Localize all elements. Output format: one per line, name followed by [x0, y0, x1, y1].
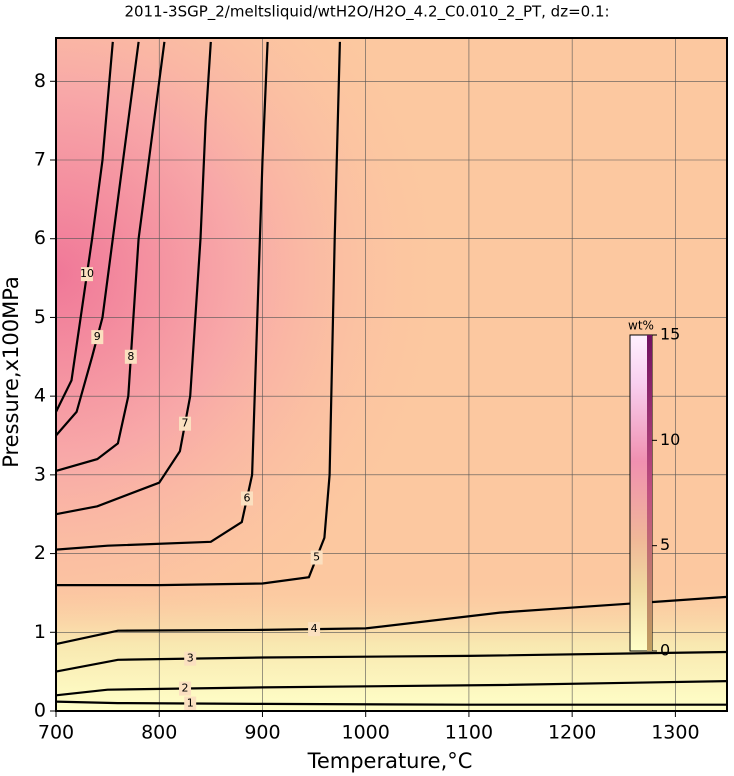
x-tick-label: 800 — [141, 722, 177, 744]
contour-label-bg — [310, 550, 323, 565]
x-tick-label: 700 — [38, 722, 74, 744]
contour-label-bg — [179, 416, 192, 431]
contour-label-bg — [179, 681, 192, 696]
y-tick-label: 8 — [34, 70, 46, 92]
y-tick-label: 2 — [34, 542, 46, 564]
x-tick-label: 1200 — [548, 722, 596, 744]
colorbar-tick-label: 10 — [660, 430, 680, 449]
contour-label: 4 — [311, 622, 318, 635]
contour-label-bg — [91, 330, 104, 345]
contour-label-bg — [124, 349, 137, 364]
x-tick-label: 900 — [244, 722, 280, 744]
contour-label: 8 — [127, 350, 134, 363]
x-tick-label: 1000 — [342, 722, 390, 744]
chart-title: 2011-3SGP_2/meltsliquid/wtH2O/H2O_4.2_C0… — [124, 3, 609, 22]
colorbar-edge — [647, 335, 652, 651]
contour-label-bg — [184, 651, 197, 666]
x-axis-label: Temperature,°C — [307, 749, 473, 773]
x-tick-label: 1300 — [651, 722, 699, 744]
contour-label: 1 — [187, 697, 194, 710]
y-tick-label: 5 — [34, 306, 46, 328]
contour-label: 7 — [182, 417, 189, 430]
background-shade — [56, 38, 727, 711]
y-axis-label: Pressure,x100MPa — [0, 276, 23, 468]
contour-label-bg — [308, 622, 321, 637]
y-tick-label: 6 — [34, 227, 46, 249]
colorbar-tick-label: 5 — [660, 535, 670, 554]
contour-label-bg — [80, 267, 93, 282]
plot-frame — [55, 37, 728, 712]
colorbar-tick-label: 0 — [660, 641, 670, 660]
y-tick-label: 0 — [34, 700, 46, 722]
contour-label: 2 — [182, 682, 189, 695]
contour-label: 3 — [187, 652, 194, 665]
y-tick-label: 4 — [34, 385, 46, 407]
contour-line — [55, 700, 727, 706]
contour-line — [55, 41, 140, 437]
contour-line — [55, 680, 728, 697]
contour-label: 5 — [313, 551, 320, 564]
colorbar-title: wt% — [628, 319, 654, 333]
x-tick-label: 1100 — [445, 722, 493, 744]
colorbar-tick-label: 15 — [660, 325, 680, 344]
contour-label-bg — [184, 696, 197, 711]
y-tick-label: 3 — [34, 463, 46, 485]
plot-area — [56, 38, 727, 711]
contour-label: 9 — [94, 330, 101, 343]
y-tick-label: 1 — [34, 621, 46, 643]
y-tick-label: 7 — [34, 149, 46, 171]
contour-label: 10 — [80, 267, 94, 280]
contour-line — [55, 650, 728, 673]
contour-label-bg — [240, 491, 253, 506]
contour-label: 6 — [243, 491, 250, 504]
